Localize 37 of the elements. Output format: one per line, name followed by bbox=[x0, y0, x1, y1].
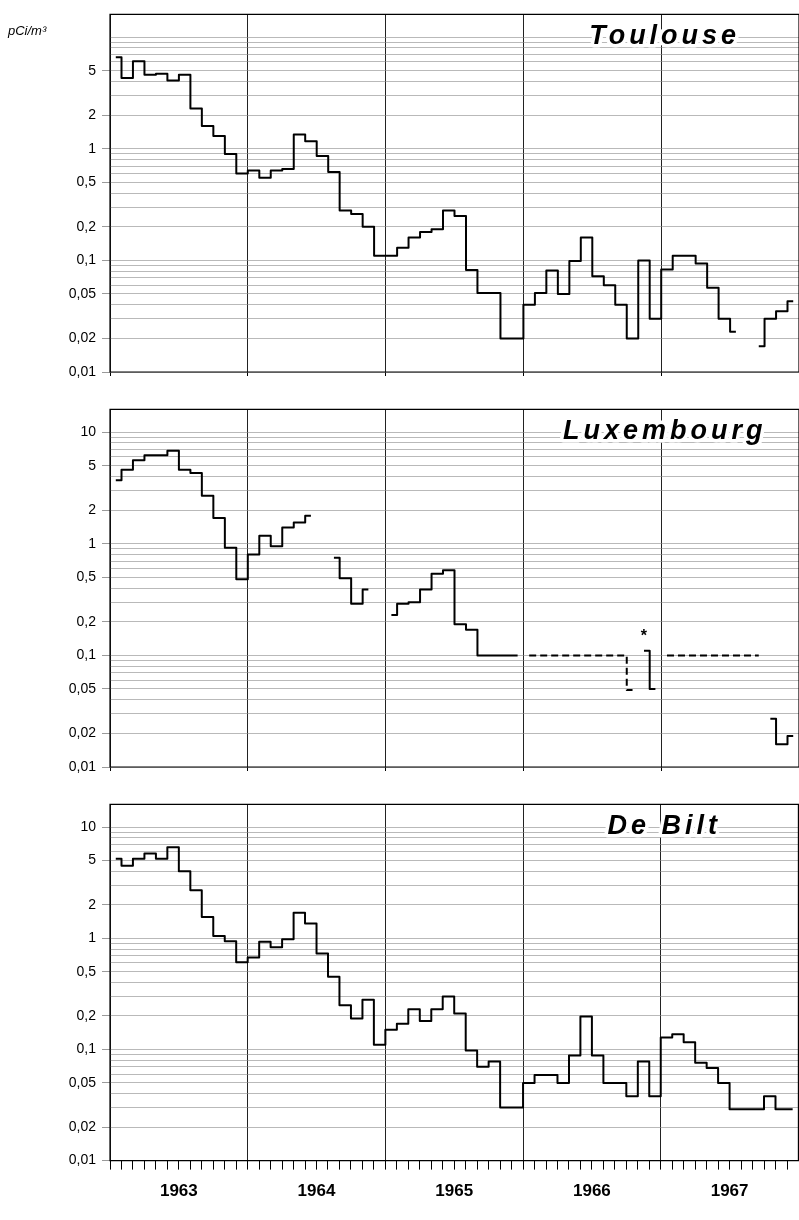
y-tick-label: 0,5 bbox=[76, 962, 97, 979]
y-tick-label: 0,2 bbox=[76, 217, 97, 234]
x-tick-label: 1964 bbox=[297, 1181, 336, 1201]
y-axis-title: pCi/m³ bbox=[7, 23, 47, 39]
y-tick-label: 5 bbox=[88, 851, 97, 868]
annotation: * bbox=[640, 627, 648, 645]
y-tick-label: 0,02 bbox=[68, 724, 97, 741]
chart-title: De Bilt bbox=[607, 809, 721, 840]
y-tick-label: 2 bbox=[88, 106, 97, 123]
y-tick-label: 0,01 bbox=[68, 757, 97, 774]
y-tick-label: 1 bbox=[88, 929, 97, 946]
x-tick-label: 1966 bbox=[572, 1181, 611, 1201]
y-tick-label: 10 bbox=[80, 423, 97, 440]
x-tick-label: 1965 bbox=[435, 1181, 474, 1201]
x-tick-label: 1967 bbox=[710, 1181, 749, 1201]
y-tick-label: 0,2 bbox=[76, 612, 97, 629]
y-tick-label: 0,05 bbox=[68, 1073, 97, 1090]
y-tick-label: 0,1 bbox=[76, 1040, 97, 1057]
y-tick-label: 0,05 bbox=[68, 284, 97, 301]
y-tick-label: 1 bbox=[88, 534, 97, 551]
y-tick-label: 0,02 bbox=[68, 1117, 97, 1134]
y-tick-label: 0,01 bbox=[68, 1151, 97, 1168]
y-tick-label: 0,5 bbox=[76, 173, 97, 190]
y-tick-label: 0,05 bbox=[68, 679, 97, 696]
y-tick-label: 5 bbox=[88, 61, 97, 78]
y-tick-label: 0,1 bbox=[76, 646, 97, 663]
y-tick-label: 0,1 bbox=[76, 251, 97, 268]
y-tick-label: 5 bbox=[88, 456, 97, 473]
y-tick-label: 1 bbox=[88, 139, 97, 156]
y-tick-label: 10 bbox=[80, 817, 97, 834]
y-tick-label: 2 bbox=[88, 501, 97, 518]
y-tick-label: 0,01 bbox=[68, 362, 97, 379]
x-tick-label: 1963 bbox=[159, 1181, 198, 1201]
y-tick-label: 0,02 bbox=[68, 329, 97, 346]
y-tick-label: 0,5 bbox=[76, 568, 97, 585]
y-tick-label: 2 bbox=[88, 895, 97, 912]
y-tick-label: 0,2 bbox=[76, 1006, 97, 1023]
